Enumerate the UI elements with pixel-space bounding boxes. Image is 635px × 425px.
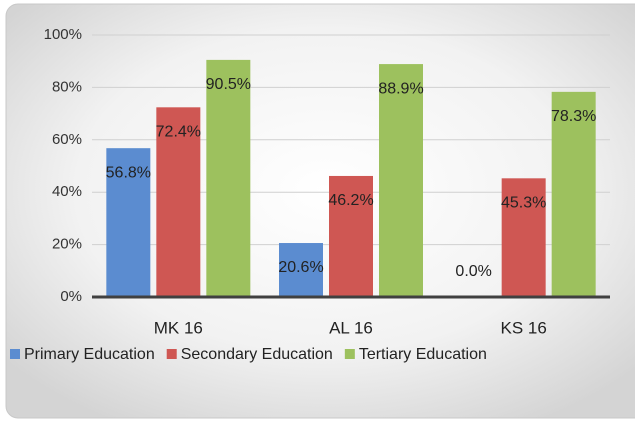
y-tick-label: 20% xyxy=(52,236,82,253)
data-label: 20.6% xyxy=(278,259,323,276)
bar xyxy=(206,59,251,297)
y-tick-label: 80% xyxy=(52,78,82,95)
x-tick-label: MK 16 xyxy=(154,318,203,337)
bar xyxy=(106,148,151,297)
legend-swatch xyxy=(344,349,355,359)
legend-swatch xyxy=(10,349,20,359)
bar xyxy=(156,107,201,297)
legend-label: Secondary Education xyxy=(181,346,333,363)
data-label: 88.9% xyxy=(378,80,423,97)
y-tick-label: 0% xyxy=(60,288,82,305)
bar xyxy=(279,243,323,297)
data-label: 90.5% xyxy=(206,76,251,93)
y-tick-label: 40% xyxy=(52,183,82,200)
data-label: 45.3% xyxy=(501,195,546,212)
bar xyxy=(329,175,373,297)
x-tick-label: AL 16 xyxy=(329,318,373,337)
data-label: 72.4% xyxy=(156,124,201,141)
legend-label: Tertiary Education xyxy=(359,346,487,363)
y-tick-label: 60% xyxy=(52,131,82,148)
data-label: 0.0% xyxy=(455,263,491,280)
bar xyxy=(501,178,546,297)
data-label: 46.2% xyxy=(328,192,373,209)
bar xyxy=(379,64,423,297)
legend-label: Primary Education xyxy=(24,346,155,363)
data-label: 78.3% xyxy=(551,108,596,125)
x-tick-label: KS 16 xyxy=(501,318,547,337)
y-tick-label: 100% xyxy=(44,26,82,43)
legend-swatch xyxy=(166,349,177,359)
data-label: 56.8% xyxy=(106,164,151,181)
bar xyxy=(551,91,596,297)
